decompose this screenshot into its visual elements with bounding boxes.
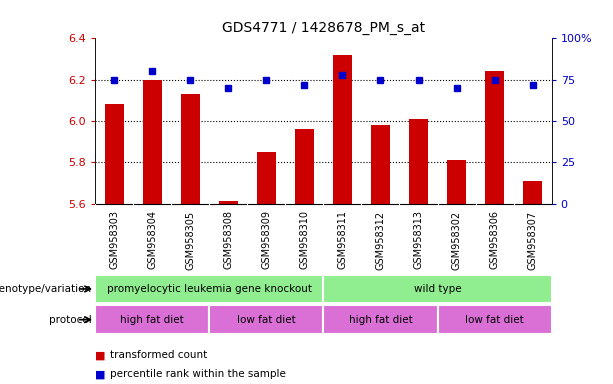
- Bar: [409, 119, 428, 204]
- Bar: [143, 80, 162, 204]
- Text: GSM958306: GSM958306: [490, 210, 500, 270]
- Text: GSM958310: GSM958310: [299, 210, 310, 270]
- Bar: [181, 94, 200, 204]
- Text: GSM958309: GSM958309: [261, 210, 272, 270]
- Bar: [523, 181, 542, 204]
- Text: ■: ■: [95, 350, 105, 360]
- Text: high fat diet: high fat diet: [120, 314, 184, 325]
- Text: percentile rank within the sample: percentile rank within the sample: [110, 369, 286, 379]
- Text: protocol: protocol: [49, 314, 92, 325]
- Bar: [333, 55, 352, 204]
- Bar: [371, 125, 390, 204]
- Bar: [438, 305, 552, 334]
- Text: low fat diet: low fat diet: [465, 314, 524, 325]
- Text: GSM958307: GSM958307: [528, 210, 538, 270]
- Bar: [485, 71, 504, 204]
- Bar: [324, 305, 438, 334]
- Bar: [105, 104, 124, 204]
- Text: GSM958308: GSM958308: [223, 210, 233, 270]
- Text: GSM958304: GSM958304: [147, 210, 157, 270]
- Bar: [95, 305, 209, 334]
- Text: ■: ■: [95, 369, 105, 379]
- Bar: [209, 305, 324, 334]
- Text: low fat diet: low fat diet: [237, 314, 295, 325]
- Text: GSM958311: GSM958311: [337, 210, 348, 270]
- Bar: [219, 202, 238, 204]
- Text: promyelocytic leukemia gene knockout: promyelocytic leukemia gene knockout: [107, 284, 311, 294]
- Bar: [257, 152, 276, 204]
- Bar: [295, 129, 314, 204]
- Text: GSM958305: GSM958305: [185, 210, 195, 270]
- Text: high fat diet: high fat diet: [349, 314, 413, 325]
- Bar: [447, 160, 466, 204]
- Text: genotype/variation: genotype/variation: [0, 284, 92, 294]
- Title: GDS4771 / 1428678_PM_s_at: GDS4771 / 1428678_PM_s_at: [222, 21, 425, 35]
- Bar: [324, 275, 552, 303]
- Text: wild type: wild type: [414, 284, 462, 294]
- Bar: [95, 275, 324, 303]
- Text: GSM958303: GSM958303: [109, 210, 119, 270]
- Text: GSM958302: GSM958302: [452, 210, 462, 270]
- Text: GSM958312: GSM958312: [375, 210, 386, 270]
- Text: GSM958313: GSM958313: [414, 210, 424, 270]
- Text: transformed count: transformed count: [110, 350, 208, 360]
